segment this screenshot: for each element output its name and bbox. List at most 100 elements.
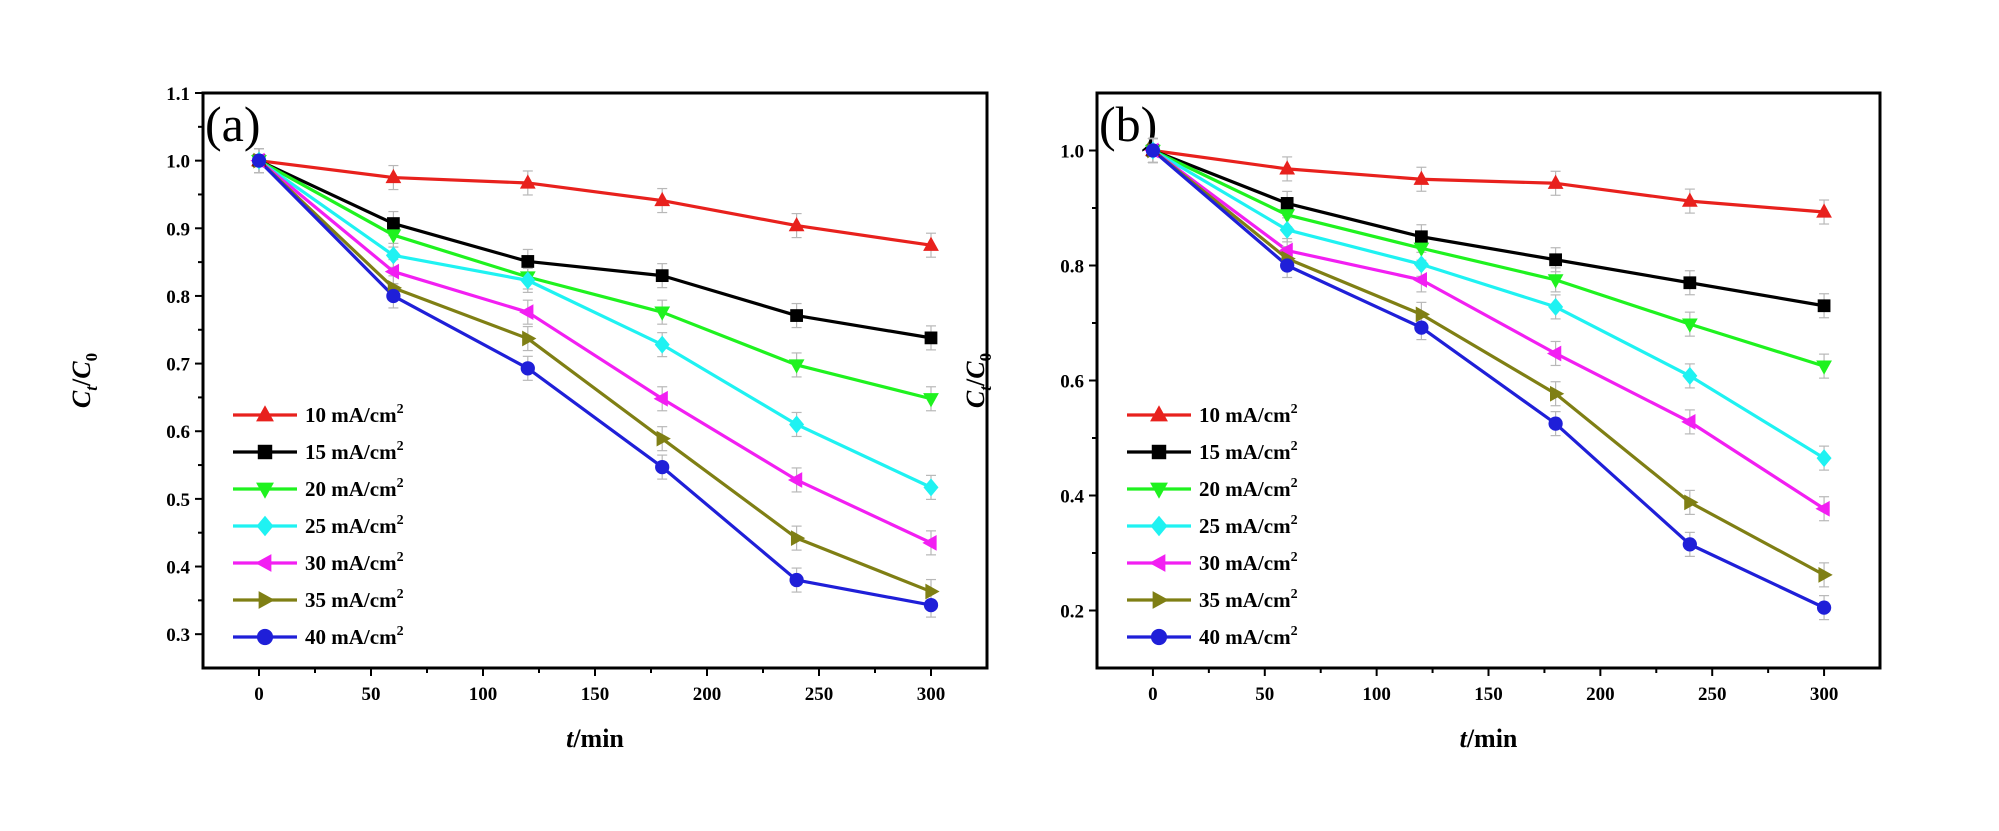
panel-b-point-5-4 xyxy=(1684,494,1699,511)
panel-a-xtick-label-5: 250 xyxy=(805,684,834,705)
panel-b-legend-label-5: 35 mA/cm2 xyxy=(1199,587,1298,612)
panel-a-label: (a) xyxy=(205,96,261,152)
panel-a-legend-marker-0 xyxy=(256,405,274,422)
panel-b-legend-label-3: 25 mA/cm2 xyxy=(1199,513,1298,538)
panel-b-point-4-5 xyxy=(1815,500,1830,517)
panel-b: 0 50 100 150 200 250 300 0.2 0.4 0.6 0.8 1.0 t/min Ct… xyxy=(961,91,1882,753)
panel-a-legend-label-3: 25 mA/cm2 xyxy=(305,513,404,538)
panel-a-point-1-1 xyxy=(387,217,400,230)
panel-b-point-2-2 xyxy=(1413,242,1430,257)
panel-a-point-2-4 xyxy=(788,359,805,374)
panel-b-point-5-5 xyxy=(1818,566,1833,583)
panel-a-series-line-1 xyxy=(258,159,932,340)
panel-b-legend-marker-2 xyxy=(1150,482,1168,499)
panel-a-point-6-2 xyxy=(520,361,535,376)
panel-a-point-5-2 xyxy=(522,330,537,347)
panel-b-x-axis-title: t/min xyxy=(1460,724,1518,753)
panel-b-point-0-2 xyxy=(1413,170,1430,185)
panel-b-xtick-label-2: 100 xyxy=(1362,684,1391,705)
panel-b-legend-marker-1 xyxy=(1151,444,1167,460)
panel-b-legend-label-1: 15 mA/cm2 xyxy=(1199,439,1298,464)
panel-a-point-6-4 xyxy=(789,572,804,588)
panel-a-point-2-5 xyxy=(923,393,939,408)
panel-a-xtick-label-0: 0 xyxy=(254,684,264,705)
panel-b-xtick-label-5: 250 xyxy=(1698,684,1727,705)
panel-a-point-3-2 xyxy=(520,271,536,290)
panel-a-ytick-label-4: 0.7 xyxy=(166,355,190,376)
panel-b-ytick-label-1: 0.4 xyxy=(1060,487,1084,508)
panel-a-point-0-3 xyxy=(654,191,671,207)
panel-b-legend-marker-0 xyxy=(1150,405,1168,422)
panel-b-point-6-5 xyxy=(1816,600,1832,615)
panel-a-ytick-label-2: 0.5 xyxy=(166,490,190,511)
panel-a-point-5-4 xyxy=(790,530,806,546)
panel-b-legend-label-6: 40 mA/cm2 xyxy=(1199,624,1298,649)
panel-a-legend-label-0: 10 mA/cm2 xyxy=(305,402,404,427)
panel-b-legend-marker-6 xyxy=(1150,628,1168,646)
panel-a-point-3-4 xyxy=(789,415,805,434)
panel-a-legend-label-6: 40 mA/cm2 xyxy=(305,624,404,649)
panel-b-point-1-3 xyxy=(1549,253,1562,267)
panel-a-point-4-1 xyxy=(384,263,400,280)
panel-a-ytick-label-6: 0.9 xyxy=(166,219,190,240)
panel-a-ytick-label-3: 0.6 xyxy=(166,422,190,443)
panel-b-legend-label-2: 20 mA/cm2 xyxy=(1199,476,1298,501)
panel-a-point-3-1 xyxy=(385,246,401,265)
panel-b-point-4-4 xyxy=(1681,414,1696,430)
panel-a-series-line-0 xyxy=(258,159,932,247)
panel-b-point-6-3 xyxy=(1548,416,1563,431)
panel-b-ytick-label-0: 0.2 xyxy=(1060,602,1084,623)
panel-b-series-line-0 xyxy=(1152,148,1825,214)
panel-a-point-0-1 xyxy=(385,168,402,184)
panel-b-xtick-label-1: 50 xyxy=(1255,684,1274,705)
panel-a-xtick-label-3: 150 xyxy=(581,684,610,705)
panel-b-point-2-5 xyxy=(1816,360,1832,375)
panel-b-point-2-3 xyxy=(1547,274,1564,289)
panel-b-series-line-1 xyxy=(1152,149,1825,308)
panel-b-series-line-3 xyxy=(1152,149,1825,460)
panel-a-point-0-4 xyxy=(788,216,805,232)
panel-a: 0 50 100 150 200 250 300 0.3 0.4 0.5 0.6 0.7 0.8 0.9 1… xyxy=(67,84,989,753)
panel-a-xtick-label-2: 100 xyxy=(469,684,498,705)
panel-a-ytick-label-0: 0.3 xyxy=(166,625,190,646)
panel-a-legend-label-2: 20 mA/cm2 xyxy=(305,476,404,501)
panel-a-point-6-1 xyxy=(386,288,401,304)
panel-a-series-line-5 xyxy=(257,159,932,594)
panel-b-legend-marker-5 xyxy=(1152,591,1169,609)
panel-b-point-1-5 xyxy=(1817,299,1831,313)
panel-b-point-6-2 xyxy=(1414,320,1429,335)
panel-b-point-3-1 xyxy=(1279,220,1295,239)
panel-b-ytick-label-2: 0.6 xyxy=(1060,372,1084,393)
panel-a-point-5-5 xyxy=(925,583,940,600)
panel-b-point-5-2 xyxy=(1415,306,1431,323)
panel-a-point-4-5 xyxy=(922,534,937,551)
panel-a-point-4-2 xyxy=(519,304,534,321)
panel-a-xtick-label-4: 200 xyxy=(693,684,722,705)
panel-a-point-6-3 xyxy=(655,459,670,475)
panel-a-point-1-5 xyxy=(924,331,938,345)
panel-a-x-axis-title: t/min xyxy=(566,724,624,753)
panel-a-point-1-2 xyxy=(521,255,535,268)
panel-a-point-2-1 xyxy=(385,229,402,244)
panel-b-point-0-3 xyxy=(1547,174,1564,189)
panel-a-legend-label-1: 15 mA/cm2 xyxy=(305,439,404,464)
panel-a-legend-label-5: 35 mA/cm2 xyxy=(305,587,404,612)
panel-b-point-3-4 xyxy=(1682,366,1698,385)
panel-a-point-5-3 xyxy=(656,430,671,447)
panel-b-series-line-5 xyxy=(1151,149,1825,577)
panel-b-label: (b) xyxy=(1099,96,1157,152)
panel-b-point-0-5 xyxy=(1816,203,1832,218)
panel-a-point-1-4 xyxy=(790,309,803,322)
panel-b-point-3-5 xyxy=(1816,449,1832,468)
panel-b-legend-label-0: 10 mA/cm2 xyxy=(1199,402,1298,427)
panel-a-point-4-4 xyxy=(787,472,803,488)
panel-a-legend-marker-5 xyxy=(258,591,275,609)
panel-a-point-0-2 xyxy=(519,174,536,189)
panel-b-point-2-1 xyxy=(1279,209,1296,224)
panel-b-point-3-2 xyxy=(1413,255,1429,274)
panel-b-point-4-2 xyxy=(1412,272,1428,288)
panel-b-series-line-6 xyxy=(1151,149,1825,610)
panel-b-point-6-4 xyxy=(1682,537,1697,552)
panel-b-ytick-label-4: 1.0 xyxy=(1060,142,1084,163)
